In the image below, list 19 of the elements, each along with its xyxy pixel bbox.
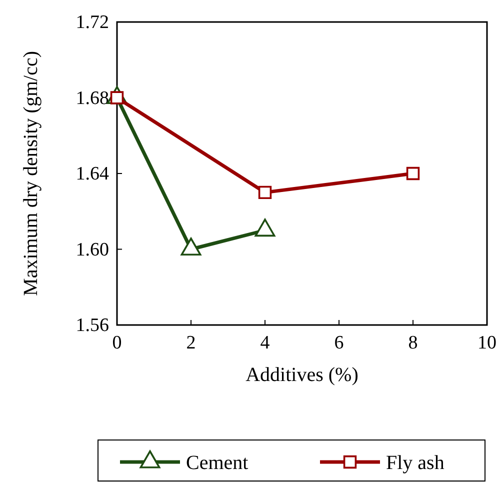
y-tick-label: 1.60 xyxy=(76,239,109,260)
y-axis-title: Maximum dry density (gm/cc) xyxy=(20,51,42,296)
x-tick-label: 6 xyxy=(334,332,344,354)
point xyxy=(254,218,276,237)
y-tick-label: 1.64 xyxy=(76,164,110,185)
x-axis-title: Additives (%) xyxy=(246,364,358,386)
point xyxy=(258,186,272,200)
legend-label: Cement xyxy=(186,452,249,474)
x-tick-label: 0 xyxy=(112,332,122,354)
y-tick-label: 1.56 xyxy=(76,315,109,336)
legend-label: Fly ash xyxy=(386,452,444,474)
y-tick-label: 1.72 xyxy=(76,12,109,34)
x-tick-label: 8 xyxy=(408,332,418,354)
x-tick-label: 2 xyxy=(186,332,196,354)
point xyxy=(406,166,420,180)
y-tick-label: 1.68 xyxy=(76,88,109,109)
x-tick-label: 10 xyxy=(478,332,496,354)
x-tick-label: 4 xyxy=(260,332,270,354)
point xyxy=(180,238,202,256)
